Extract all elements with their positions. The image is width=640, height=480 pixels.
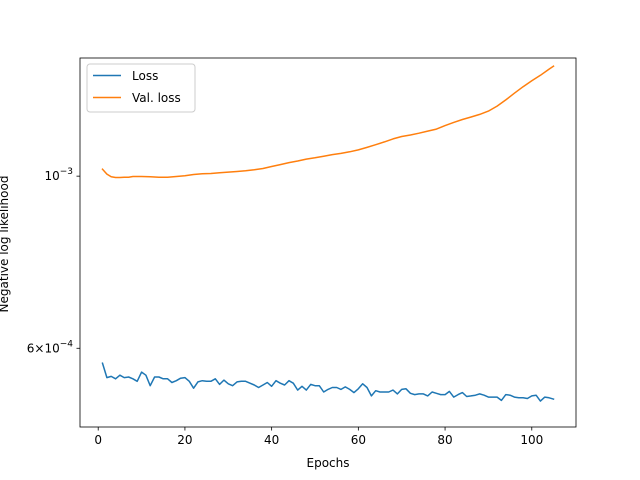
x-tick-label: 0 [94, 433, 102, 447]
plot-area-border [79, 57, 577, 428]
x-tick-label: 80 [437, 433, 452, 447]
legend-label-val-loss: Val. loss [132, 91, 181, 105]
x-tick-label: 20 [177, 433, 192, 447]
x-tick-label: 60 [351, 433, 366, 447]
x-axis-label: Epochs [307, 456, 350, 470]
y-axis-ticks: 10−3 6×10−4 [27, 167, 80, 355]
legend-label-loss: Loss [132, 69, 158, 83]
series-line-loss [101, 362, 555, 402]
y-tick-label: 10−3 [44, 167, 73, 183]
y-axis-label: Negative log likelihood [0, 176, 11, 313]
plot-lines [101, 65, 555, 402]
x-tick-label: 100 [520, 433, 543, 447]
axes-frame [79, 57, 577, 428]
x-axis-ticks: 0 20 40 60 80 100 [94, 427, 543, 447]
series-line-val-loss [101, 65, 555, 179]
y-tick-label: 6×10−4 [27, 339, 74, 355]
legend: Loss Val. loss [86, 63, 196, 113]
x-tick-label: 40 [264, 433, 279, 447]
